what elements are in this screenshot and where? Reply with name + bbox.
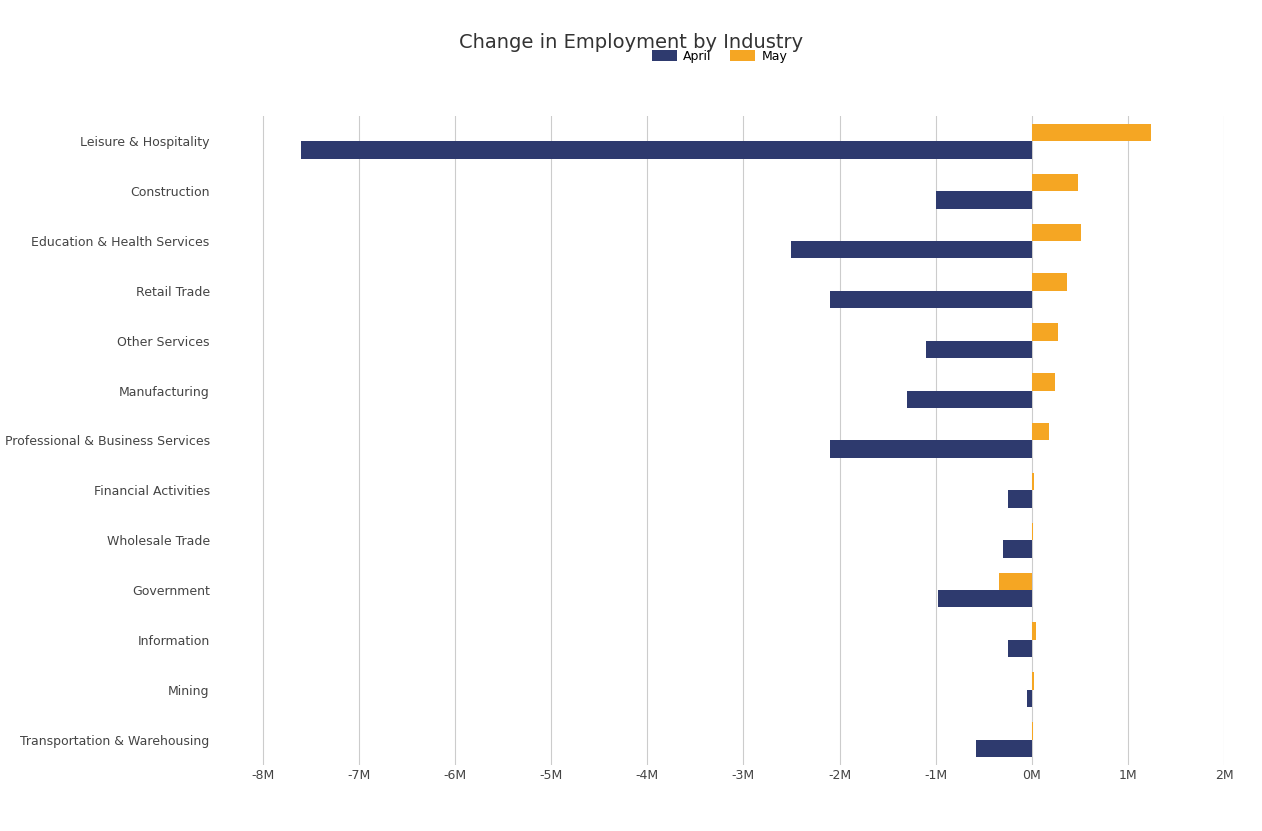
Bar [1032, 473, 1034, 490]
Bar [1032, 323, 1058, 341]
Bar [1032, 124, 1151, 141]
Bar [938, 590, 1032, 607]
Bar [830, 291, 1032, 308]
Bar [976, 740, 1032, 757]
Legend: April, May: April, May [646, 45, 793, 68]
Bar [1032, 373, 1055, 391]
Bar [830, 440, 1032, 458]
Bar [1032, 622, 1036, 640]
Bar [1032, 722, 1034, 740]
Bar [1032, 273, 1068, 291]
Bar [1032, 523, 1034, 540]
Bar [1008, 490, 1032, 508]
Bar [1032, 174, 1078, 191]
Bar [926, 341, 1032, 358]
Bar [302, 141, 1032, 159]
Bar [907, 391, 1032, 408]
Text: Change in Employment by Industry: Change in Employment by Industry [459, 33, 803, 52]
Bar [935, 191, 1032, 209]
Bar [791, 241, 1032, 258]
Bar [1032, 672, 1035, 690]
Bar [1032, 224, 1082, 241]
Bar [1003, 540, 1032, 558]
Bar [1008, 640, 1032, 657]
Bar [1027, 690, 1032, 707]
Bar [998, 573, 1032, 590]
Bar [1032, 423, 1049, 440]
